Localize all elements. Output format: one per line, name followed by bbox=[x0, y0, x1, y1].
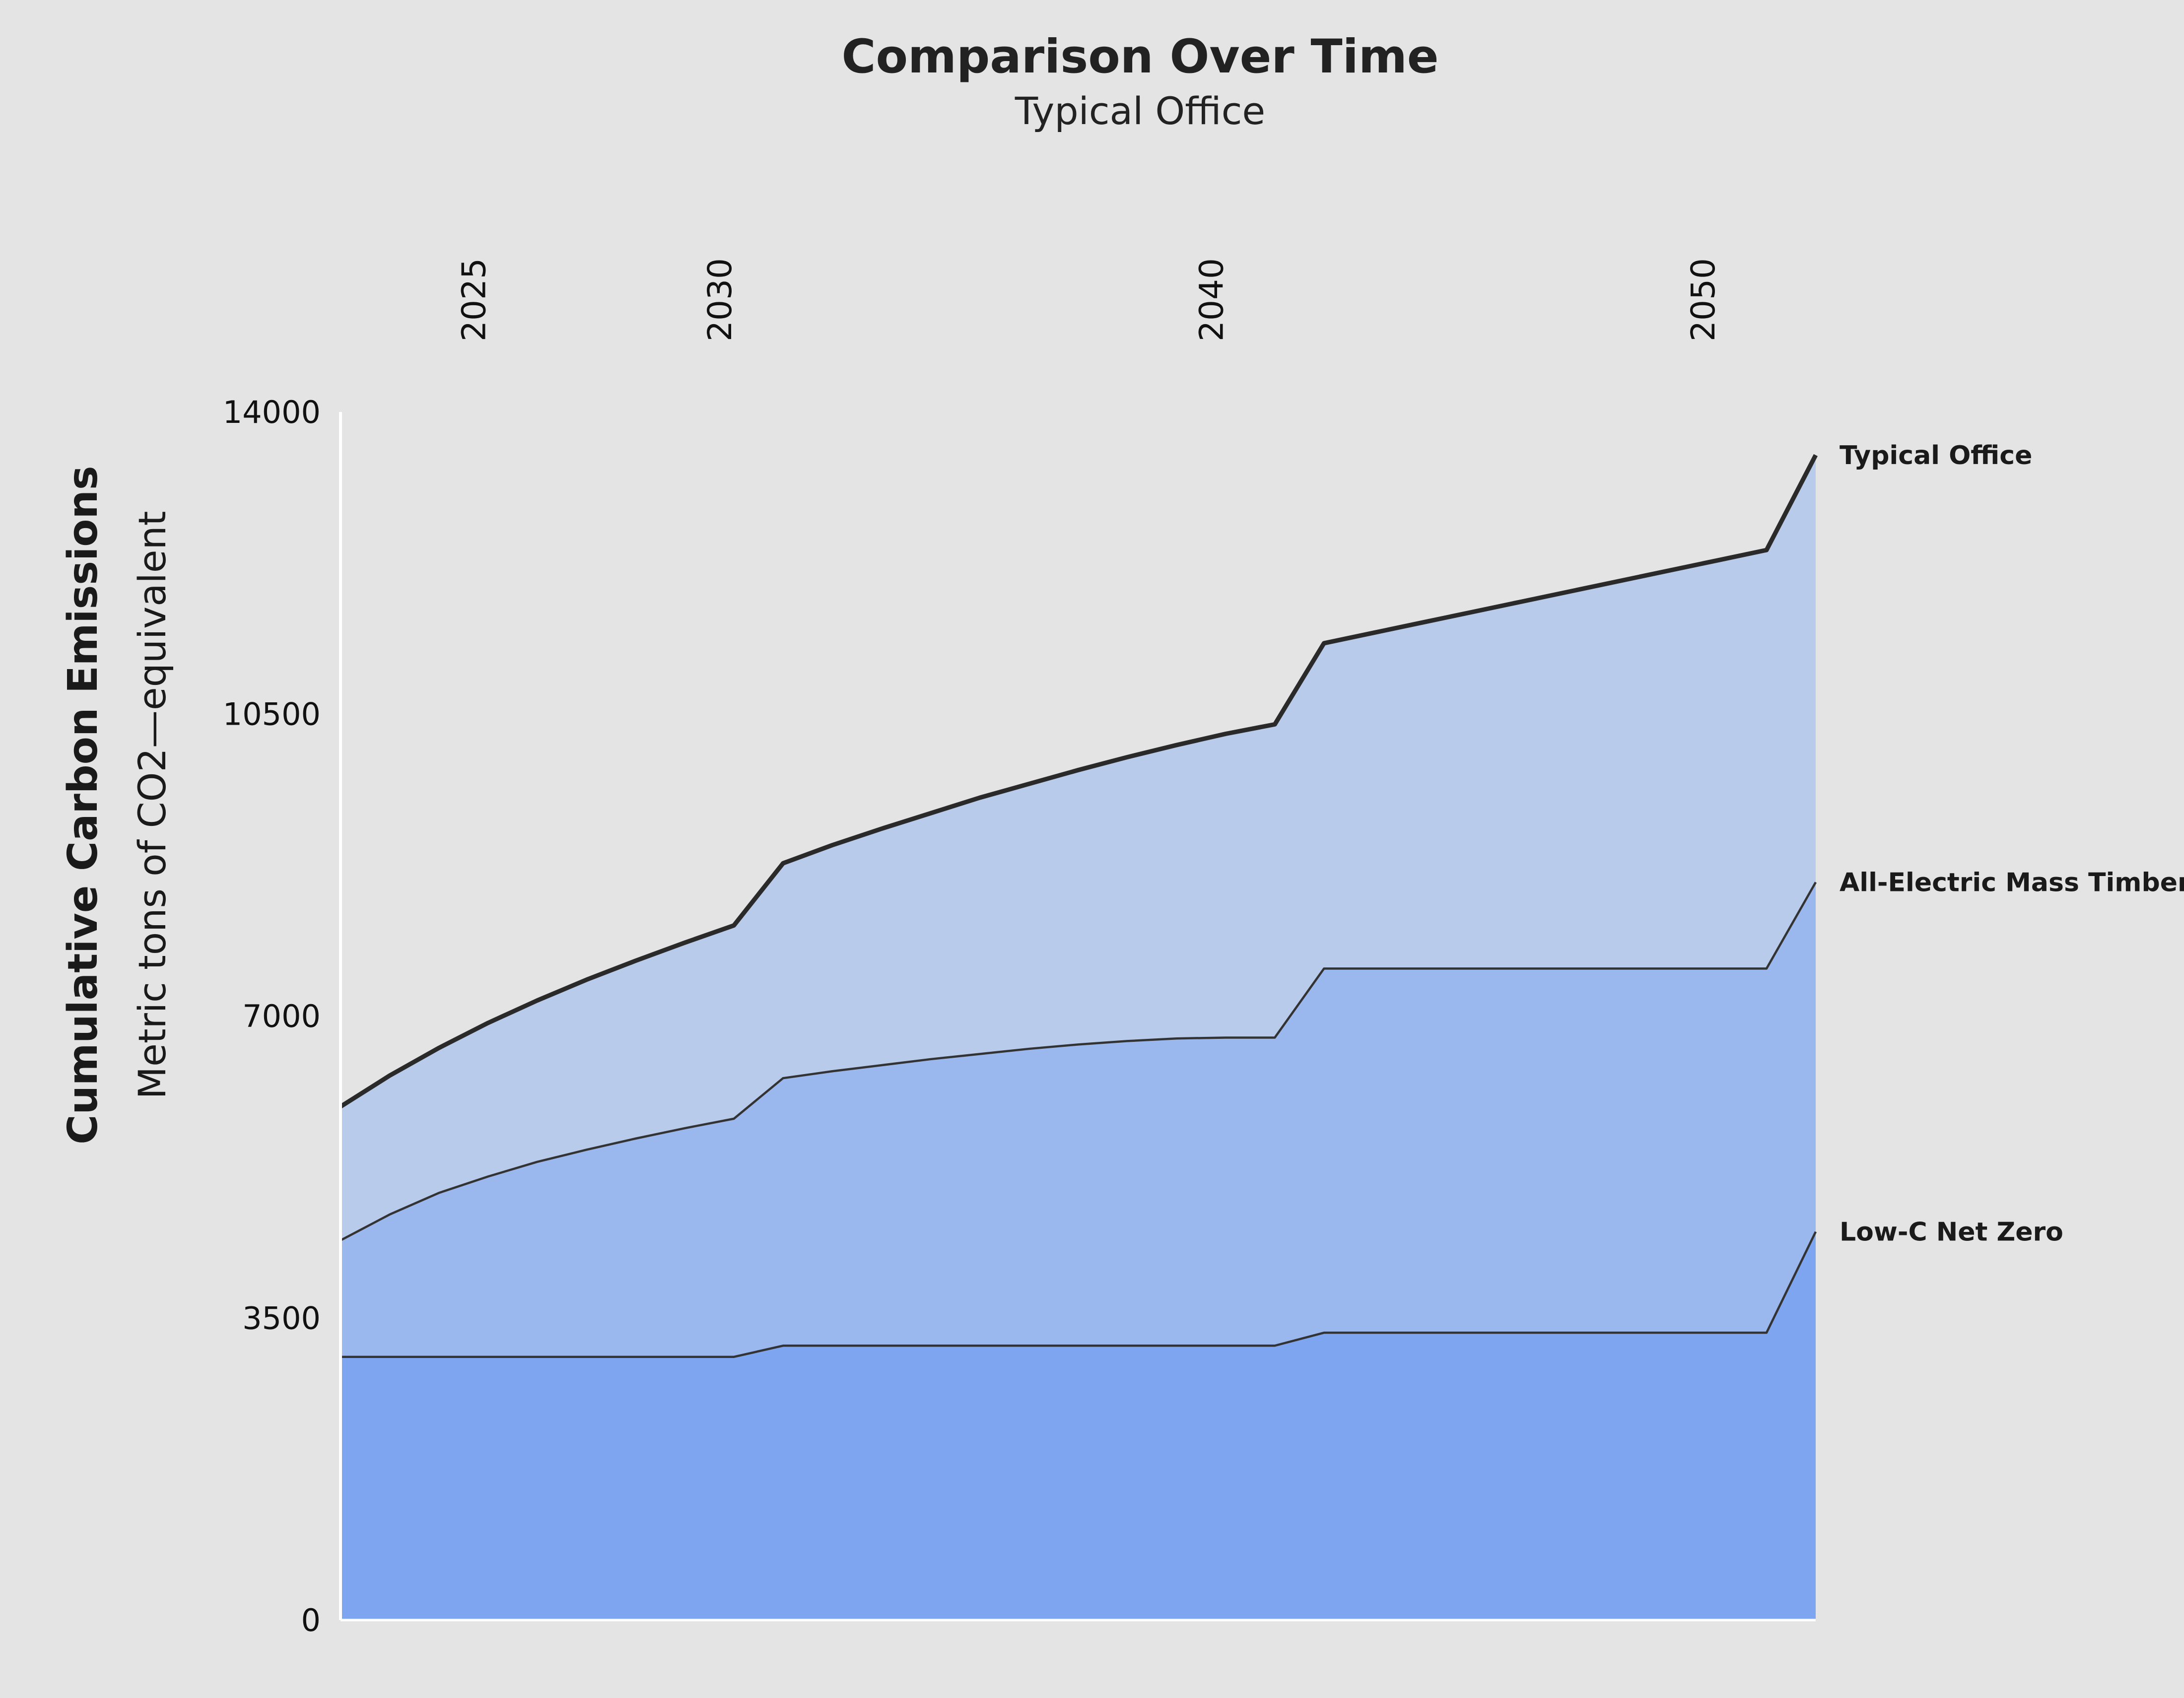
x-tick-label: 2040 bbox=[1192, 258, 1230, 341]
chart-title: Comparison Over Time bbox=[841, 30, 1438, 84]
y-tick-label: 14000 bbox=[223, 394, 321, 430]
line-low-c-net-zero bbox=[341, 1231, 1817, 1358]
series-label-all-electric-mass-timber: All-Electric Mass Timber bbox=[1840, 868, 2184, 898]
area-low-c-net-zero bbox=[341, 1231, 1816, 1620]
series-label-typical-office: Typical Office bbox=[1840, 441, 2032, 471]
x-tick-label: 2050 bbox=[1684, 258, 1722, 341]
line-all-electric-mass-timber bbox=[340, 882, 1817, 1242]
area-layers bbox=[341, 455, 1816, 1620]
y-axis-ticks: 0 3500 7000 10500 14000 bbox=[223, 394, 321, 1638]
x-tick-label: 2030 bbox=[701, 258, 739, 341]
line-typical-office bbox=[339, 454, 1818, 1109]
series-lines bbox=[339, 454, 1818, 1358]
y-tick-label: 3500 bbox=[242, 1300, 321, 1337]
y-tick-label: 0 bbox=[301, 1602, 321, 1638]
series-label-low-c-net-zero: Low-C Net Zero bbox=[1840, 1218, 2063, 1247]
chart-subtitle: Typical Office bbox=[1015, 89, 1265, 133]
y-tick-label: 7000 bbox=[242, 998, 321, 1034]
y-tick-label: 10500 bbox=[223, 696, 321, 733]
x-axis-ticks: 2025 2030 2040 2050 bbox=[455, 258, 1722, 341]
x-tick-label: 2025 bbox=[455, 258, 493, 341]
series-labels: Low-C Net Zero All-Electric Mass Timber Ty… bbox=[1840, 441, 2184, 1247]
y-axis-title: Cumulative Carbon Emissions bbox=[60, 466, 107, 1144]
y-axis-subtitle: Metric tons of CO2—equivalent bbox=[130, 511, 174, 1099]
